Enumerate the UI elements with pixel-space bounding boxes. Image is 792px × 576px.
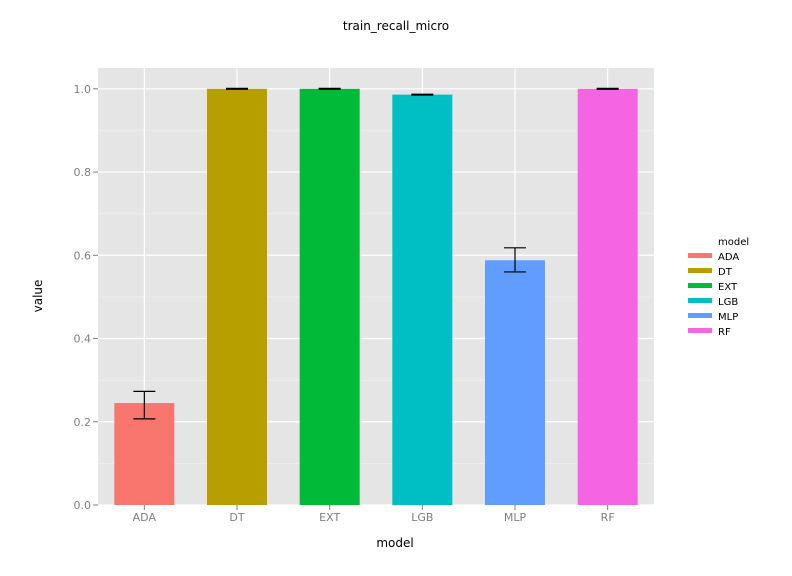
plot-panel [98,68,654,505]
error-bar-lgb [411,93,434,96]
legend: model ADA DT EXT LGB MLP RF [688,237,749,338]
y-axis-title: value [31,280,45,313]
y-tick-label: 0.6 [74,249,92,262]
x-tick-label: MLP [504,511,527,524]
y-tick-label: 0.8 [74,166,92,179]
error-bar-ext [318,87,341,90]
x-axis-title: model [376,536,413,550]
y-tick-label: 0.0 [74,499,92,512]
error-bar-rf [596,87,619,90]
x-tick-label: DT [229,511,244,524]
legend-swatch-dt [688,268,712,273]
legend-label-lgb: LGB [718,297,738,308]
legend-swatch-rf [688,328,712,333]
x-tick-label: LGB [411,511,433,524]
y-axis-ticks: 0.0 0.2 0.4 0.6 0.8 1.0 [74,83,98,512]
legend-swatch-mlp [688,313,712,318]
legend-label-ada: ADA [718,252,739,263]
y-tick-label: 0.4 [74,333,92,346]
x-axis-ticks: ADA DT EXT LGB MLP RF [133,505,615,524]
legend-swatch-ada [688,253,712,258]
legend-title: model [718,237,749,248]
legend-label-ext: EXT [718,282,738,293]
legend-label-rf: RF [718,327,731,338]
bar-ext [299,88,360,506]
y-tick-label: 0.2 [74,416,92,429]
y-tick-label: 1.0 [74,83,92,96]
legend-label-mlp: MLP [718,312,738,323]
bar-rf [577,88,638,506]
error-bar-mlp [504,247,526,273]
error-bar-dt [226,87,248,90]
chart-title: train_recall_micro [343,19,449,33]
legend-swatch-lgb [688,298,712,303]
bar-ada [114,403,175,505]
bar-lgb [392,94,453,505]
error-bar-ada [133,390,156,420]
error-bars [133,87,619,420]
legend-swatch-ext [688,283,712,288]
x-tick-label: RF [601,511,615,524]
legend-label-dt: DT [718,267,733,278]
x-tick-label: EXT [319,511,340,524]
bar-mlp [485,260,545,505]
x-tick-label: ADA [133,511,157,524]
bars [114,88,638,506]
bar-dt [207,88,267,506]
